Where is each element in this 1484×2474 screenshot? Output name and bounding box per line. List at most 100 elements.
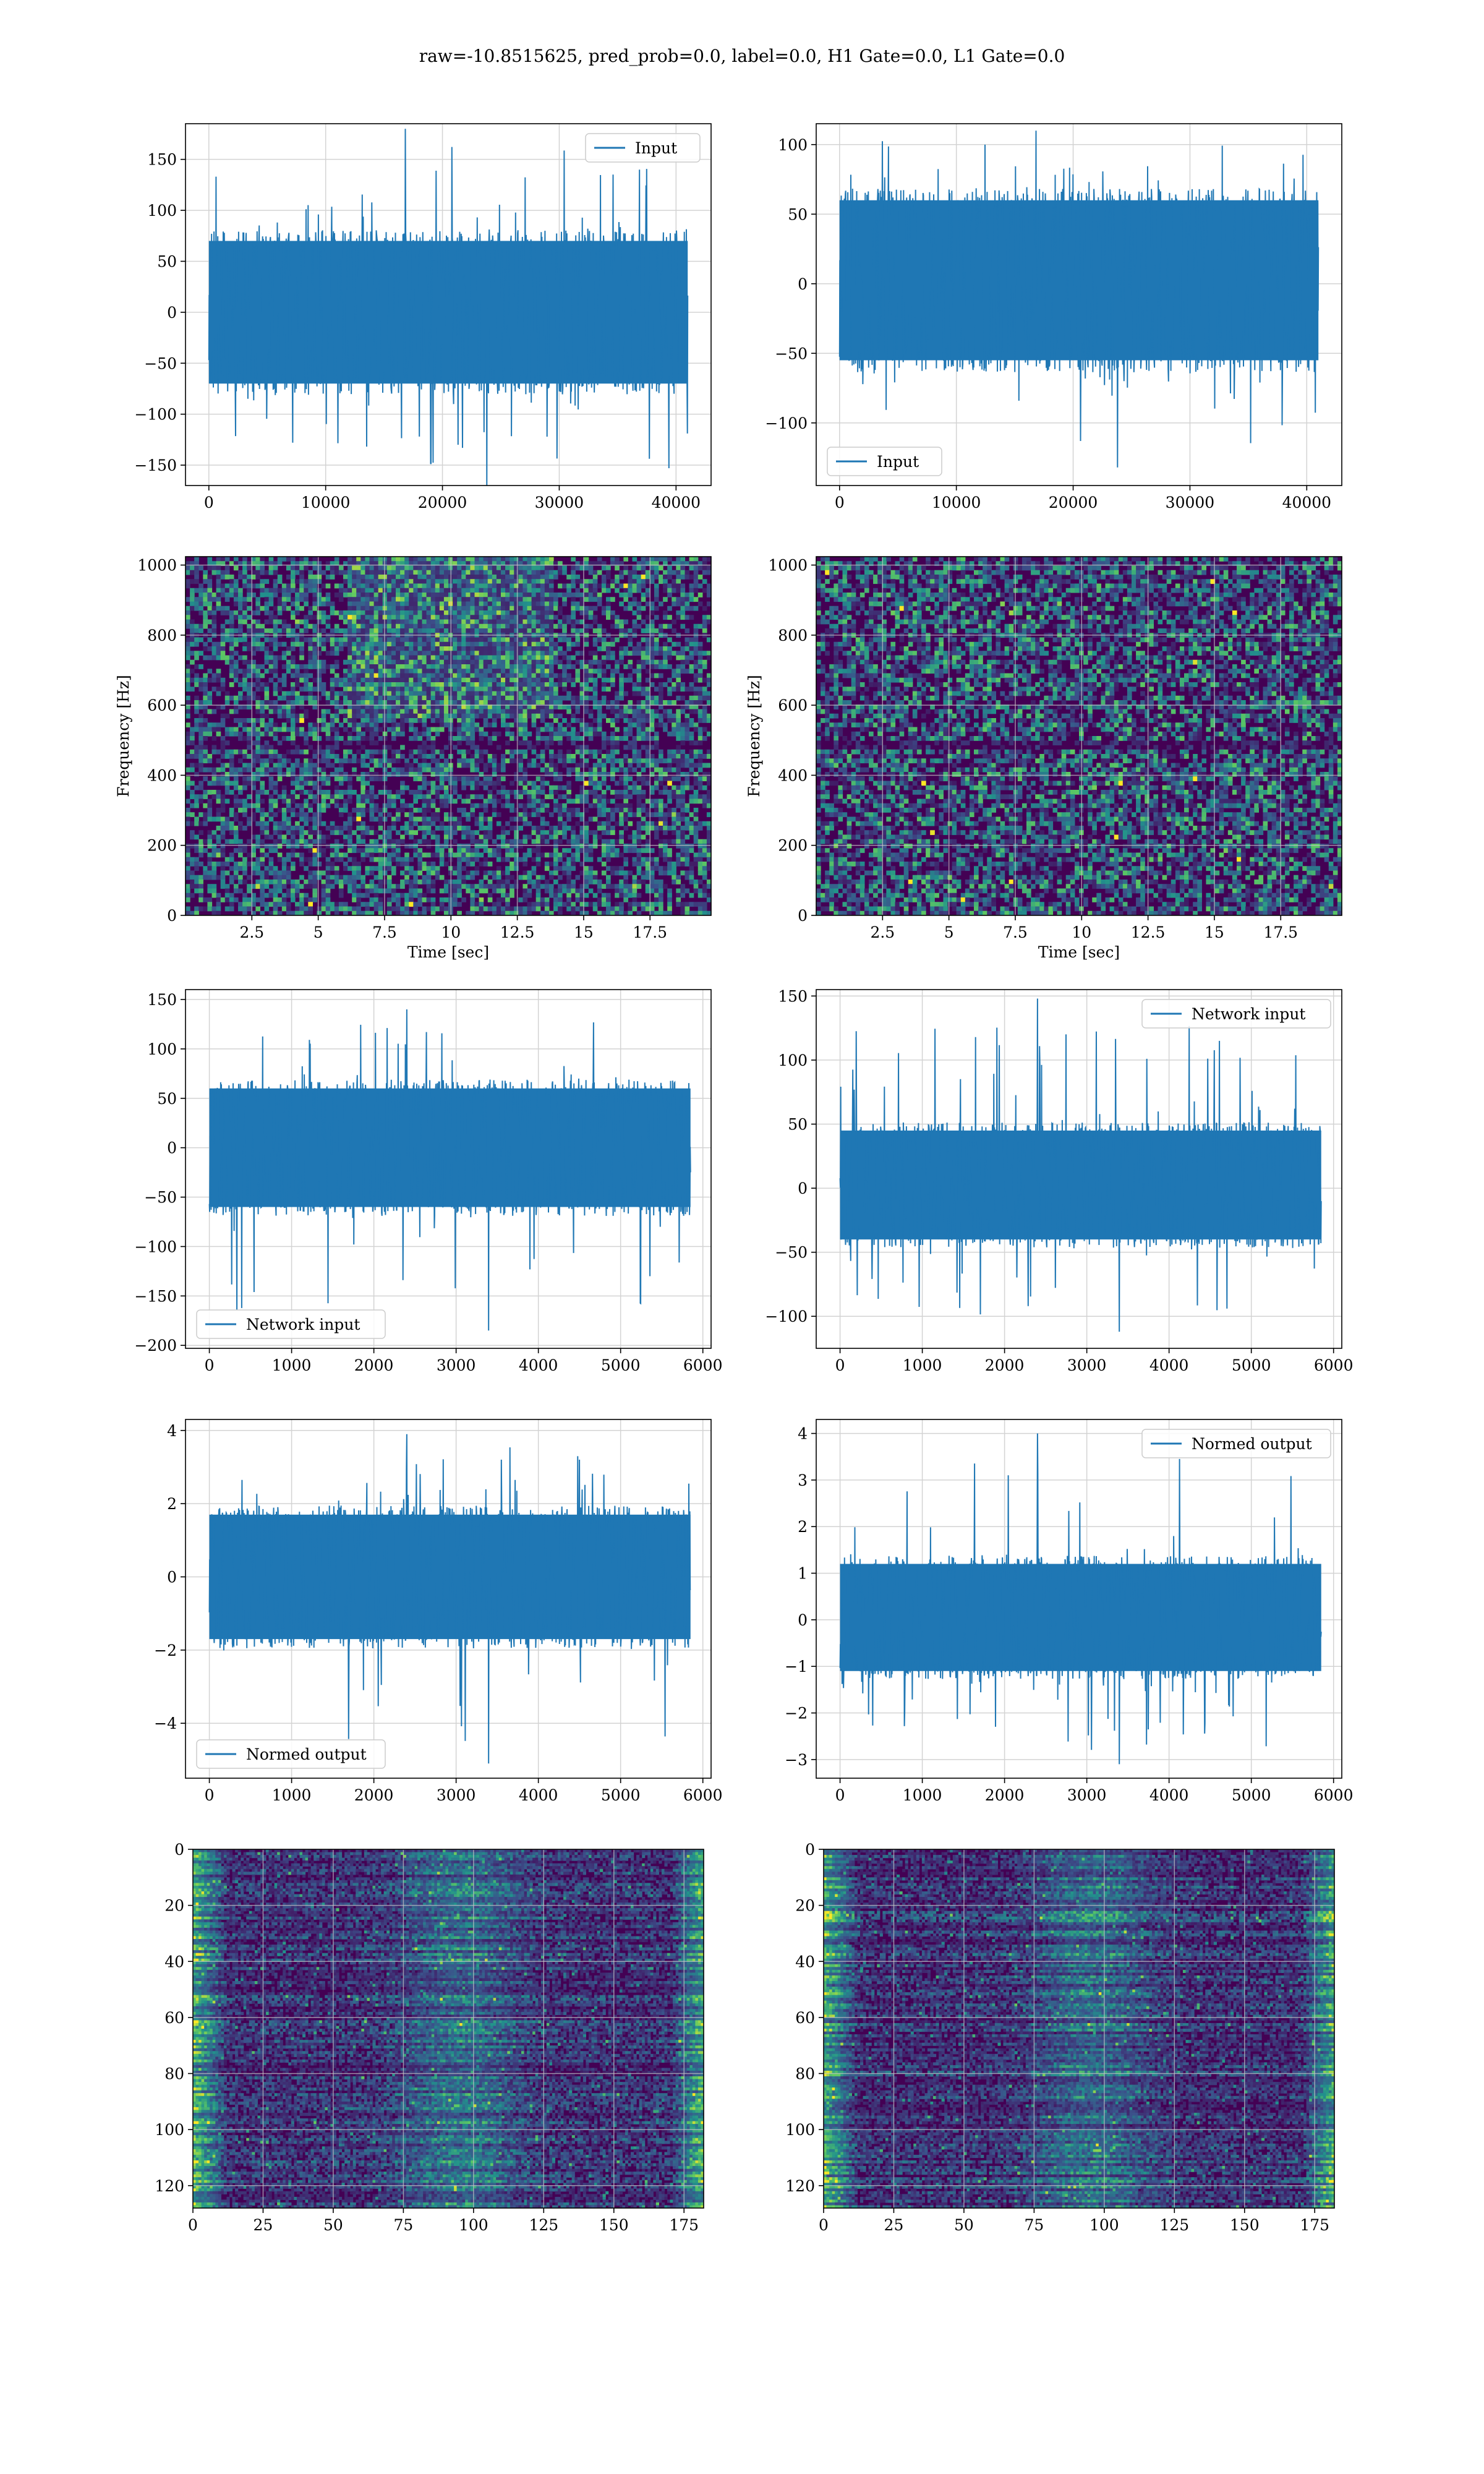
y-tick-label: 60 <box>164 2009 184 2027</box>
x-tick-label: 20000 <box>418 494 467 511</box>
x-tick-label: 17.5 <box>633 923 667 941</box>
y-tick-label: 0 <box>798 907 808 925</box>
x-tick-label: 1000 <box>272 1356 312 1374</box>
x-tick-label: 6000 <box>683 1786 723 1804</box>
y-tick-label: 0 <box>798 1611 808 1629</box>
y-tick-label: 400 <box>147 766 177 784</box>
y-tick-label: −150 <box>134 1287 177 1305</box>
heatmap-spec_l1 <box>816 557 1342 915</box>
x-tick-label: 75 <box>393 2216 413 2234</box>
x-tick-label: 4000 <box>1149 1356 1189 1374</box>
x-tick-label: 5000 <box>1232 1786 1271 1804</box>
y-tick-label: −4 <box>154 1714 177 1732</box>
x-tick-label: 2.5 <box>239 923 264 941</box>
y-tick-label: 800 <box>778 627 808 644</box>
x-tick-label: 40000 <box>652 494 701 511</box>
y-tick-label: 800 <box>147 627 177 644</box>
series-line <box>838 131 1320 468</box>
x-tick-label: 100 <box>459 2216 488 2234</box>
subplot-feat_h1: 0 25 50 75 100 125 150 175 0 20 40 60 80 100 120 <box>155 1841 704 2234</box>
x-tick-label: 1000 <box>272 1786 312 1804</box>
y-tick-label: −50 <box>775 1244 808 1262</box>
x-tick-label: 50 <box>954 2216 974 2234</box>
subplot-input_l1: Input 0 10000 20000 30000 40000 −100 −50 0 50 100 <box>765 123 1342 511</box>
legend: Input <box>585 133 701 163</box>
legend-label: Network input <box>1192 1005 1305 1023</box>
x-tick-label: 25 <box>254 2216 273 2234</box>
axes-frame <box>185 989 712 1349</box>
y-tick-label: 50 <box>788 1116 808 1134</box>
series-line <box>208 1009 691 1331</box>
x-tick-label: 0 <box>835 1786 845 1804</box>
x-tick-label: 175 <box>669 2216 699 2234</box>
x-tick-label: 5 <box>944 923 954 941</box>
x-tick-label: 10000 <box>932 494 981 511</box>
y-tick-label: 200 <box>778 837 808 855</box>
x-tick-label: 7.5 <box>372 923 397 941</box>
y-tick-label: −100 <box>765 1308 808 1325</box>
x-tick-label: 0 <box>835 1356 845 1374</box>
x-tick-label: 12.5 <box>500 923 535 941</box>
x-tick-label: 7.5 <box>1003 923 1028 941</box>
x-axis-label: Time [sec] <box>407 943 489 961</box>
y-tick-label: 3 <box>798 1471 808 1489</box>
x-tick-label: 2.5 <box>870 923 895 941</box>
subplot-spec_h1: 2.5 5 7.5 10 12.5 15 17.5 0 200 400 600 800 1000 Time… <box>114 556 712 961</box>
y-tick-label: 100 <box>778 1051 808 1069</box>
y-tick-label: −1 <box>785 1658 808 1676</box>
y-tick-label: −50 <box>144 1189 177 1207</box>
x-tick-label: 1000 <box>903 1786 942 1804</box>
y-tick-label: 80 <box>795 2065 815 2083</box>
legend: Normed output <box>1141 1429 1331 1458</box>
axes-frame <box>192 1849 704 2209</box>
y-tick-label: 50 <box>157 252 177 270</box>
x-tick-label: 30000 <box>535 494 584 511</box>
x-tick-label: 75 <box>1024 2216 1044 2234</box>
x-tick-label: 15 <box>574 923 594 941</box>
axes-frame <box>185 123 712 486</box>
y-tick-label: 2 <box>798 1518 808 1536</box>
legend-label: Normed output <box>246 1745 367 1763</box>
y-tick-label: 1 <box>798 1565 808 1583</box>
x-tick-label: 0 <box>205 1356 215 1374</box>
x-tick-label: 2000 <box>985 1356 1025 1374</box>
axes-frame <box>816 123 1342 486</box>
y-tick-label: 1000 <box>768 557 808 575</box>
y-tick-label: 100 <box>147 202 177 220</box>
x-tick-label: 20000 <box>1049 494 1098 511</box>
x-tick-label: 150 <box>599 2216 629 2234</box>
axes-frame <box>823 1849 1335 2209</box>
y-tick-label: 1000 <box>137 557 177 575</box>
y-tick-label: 4 <box>167 1422 177 1440</box>
x-tick-label: 0 <box>204 494 214 511</box>
y-tick-label: 200 <box>147 837 177 855</box>
y-tick-label: 0 <box>167 1568 177 1586</box>
x-tick-label: 25 <box>884 2216 904 2234</box>
x-tick-label: 3000 <box>437 1786 476 1804</box>
legend: Network input <box>1141 999 1331 1029</box>
x-tick-label: 0 <box>819 2216 829 2234</box>
series-line <box>839 998 1322 1332</box>
y-tick-label: 4 <box>798 1425 808 1443</box>
heatmap-feat_h1 <box>193 1849 704 2208</box>
y-tick-label: 0 <box>167 907 177 925</box>
heatmap-spec_h1 <box>186 557 711 915</box>
x-tick-label: 4000 <box>1149 1786 1189 1804</box>
legend-label: Normed output <box>1192 1435 1312 1453</box>
y-tick-label: 0 <box>174 1841 184 1859</box>
y-tick-label: 100 <box>778 136 808 154</box>
y-tick-label: 40 <box>164 1953 184 1971</box>
y-tick-label: 120 <box>785 2177 815 2195</box>
axes-frame <box>816 989 1342 1349</box>
x-tick-label: 2000 <box>354 1356 394 1374</box>
y-tick-label: 0 <box>167 1139 177 1157</box>
x-tick-label: 5 <box>313 923 323 941</box>
series-line <box>208 129 689 486</box>
legend: Network input <box>196 1309 386 1339</box>
y-tick-label: 600 <box>778 696 808 714</box>
x-tick-label: 0 <box>205 1786 215 1804</box>
y-tick-label: 20 <box>795 1897 815 1915</box>
x-tick-label: 4000 <box>519 1356 558 1374</box>
